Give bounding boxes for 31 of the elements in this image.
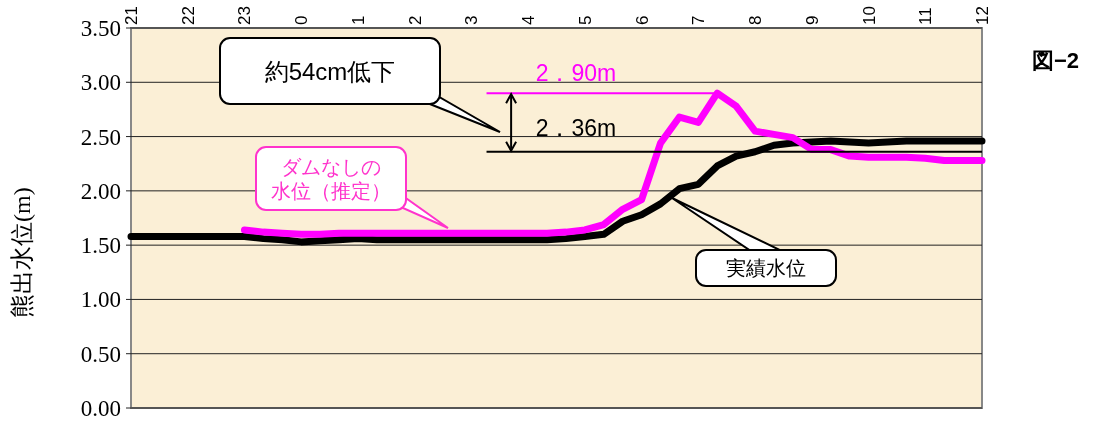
x-tick-label: 1: [348, 15, 368, 25]
y-tick-label: 3.50: [80, 16, 121, 41]
annotation: 約54cm低下: [264, 57, 396, 85]
y-tick-label: 3.00: [80, 70, 121, 96]
x-tick-label: 6: [632, 15, 652, 25]
text: 図−2: [1032, 48, 1080, 73]
y-tick-label: 1.50: [80, 233, 121, 259]
annotation: ダムなしの水位（推定）: [271, 155, 391, 202]
y-tick-label: 1.00: [80, 287, 121, 313]
x-tick-label: 2: [405, 15, 425, 25]
x-tick-label: 21: [122, 6, 141, 25]
x-tick-label: 22: [178, 6, 198, 25]
y-tick-label: 0.00: [80, 396, 121, 421]
x-tick-label: 5: [575, 15, 595, 25]
x-tick-label: 3: [462, 15, 482, 25]
y-axis-title: 熊出水位(m): [9, 187, 35, 318]
x-tick-label: 7: [689, 15, 709, 25]
x-tick-label: 23: [235, 6, 255, 25]
x-tick-label: 8: [746, 15, 766, 25]
x-tick-label: 4: [519, 15, 539, 25]
y-tick-label: 2.50: [80, 124, 121, 150]
x-tick-label: 12: [973, 6, 992, 25]
ref-line-label: 2．90m: [535, 60, 617, 87]
x-tick-label: 9: [802, 15, 822, 25]
y-tick-label: 0.50: [80, 341, 121, 367]
annotation: 実績水位: [726, 257, 806, 280]
legend-label: 2．36m: [535, 114, 617, 141]
x-tick-label: 11: [916, 7, 936, 25]
x-tick-label: 0: [292, 15, 312, 25]
y-tick-label: 2.00: [80, 178, 121, 204]
x-tick-label: 10: [859, 6, 879, 25]
